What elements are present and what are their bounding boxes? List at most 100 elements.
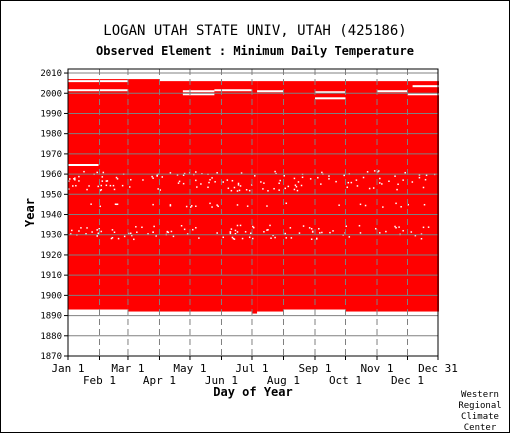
- missing-day: [231, 236, 234, 239]
- missing-day: [348, 236, 351, 238]
- missing-day: [402, 179, 404, 181]
- missing-day: [359, 203, 362, 206]
- missing-day: [141, 226, 143, 229]
- missing-day: [284, 187, 287, 190]
- missing-day: [131, 234, 133, 237]
- missing-day: [378, 170, 380, 172]
- y-axis-label: Year: [23, 198, 37, 227]
- missing-day: [177, 182, 180, 184]
- missing-day: [117, 237, 120, 240]
- missing-day: [425, 174, 428, 177]
- missing-day: [418, 176, 421, 179]
- missing-day: [263, 231, 265, 233]
- missing-day: [420, 233, 423, 235]
- missing-day: [75, 184, 77, 187]
- missing-day: [112, 184, 115, 187]
- missing-day: [121, 184, 124, 187]
- missing-day: [366, 171, 369, 173]
- missing-day: [70, 233, 72, 235]
- missing-day: [395, 202, 397, 205]
- missing-day: [98, 228, 100, 230]
- x-tick-label: Jan 1: [51, 362, 84, 375]
- missing-day: [195, 171, 197, 173]
- missing-day: [246, 205, 249, 207]
- missing-day: [237, 182, 240, 185]
- missing-day: [135, 226, 137, 228]
- missing-day: [249, 232, 252, 235]
- missing-period: [257, 90, 284, 93]
- missing-day: [88, 185, 90, 187]
- missing-day: [167, 231, 170, 234]
- missing-day: [316, 237, 318, 240]
- missing-day: [99, 189, 102, 192]
- missing-day: [262, 188, 264, 190]
- missing-day: [97, 232, 99, 235]
- missing-day: [244, 231, 247, 233]
- data-block: [127, 79, 160, 312]
- missing-day: [180, 224, 183, 227]
- missing-period: [315, 91, 346, 94]
- missing-day: [294, 184, 297, 186]
- missing-day: [96, 229, 98, 231]
- missing-day: [269, 224, 271, 227]
- missing-day: [374, 227, 377, 230]
- missing-day: [69, 178, 71, 180]
- missing-day: [359, 232, 362, 234]
- missing-day: [217, 205, 219, 208]
- missing-day: [195, 179, 197, 182]
- missing-day: [230, 228, 233, 230]
- missing-day: [267, 190, 269, 192]
- y-tick-label: 1920: [40, 251, 62, 261]
- missing-day: [338, 204, 340, 206]
- missing-day: [239, 224, 242, 227]
- missing-day: [396, 188, 398, 191]
- missing-day: [332, 230, 334, 232]
- missing-day: [114, 203, 117, 205]
- missing-day: [308, 227, 311, 229]
- x-tick-label: Dec 31: [418, 362, 458, 375]
- missing-day: [155, 235, 157, 237]
- missing-day: [183, 172, 186, 175]
- missing-day: [186, 233, 189, 235]
- missing-day: [379, 182, 381, 184]
- missing-day: [100, 189, 103, 191]
- data-block: [283, 81, 346, 310]
- missing-day: [106, 180, 109, 182]
- missing-day: [297, 181, 300, 183]
- missing-day: [343, 174, 345, 177]
- missing-day: [362, 176, 365, 179]
- x-tick-label: Jul 1: [235, 362, 268, 375]
- missing-day: [208, 181, 210, 184]
- missing-day: [427, 226, 430, 228]
- y-tick-label: 1880: [40, 332, 62, 342]
- missing-day: [152, 177, 154, 179]
- missing-day: [395, 226, 397, 229]
- credit-line: Regional: [458, 401, 502, 411]
- missing-day: [116, 203, 119, 206]
- x-tick-label: Sep 1: [298, 362, 331, 375]
- missing-day: [293, 177, 296, 180]
- x-tick-label: Aug 1: [267, 374, 300, 387]
- missing-day: [198, 237, 200, 239]
- missing-day: [111, 236, 114, 239]
- missing-period: [377, 90, 408, 93]
- y-tick-label: 1950: [40, 190, 62, 200]
- missing-day: [266, 205, 268, 207]
- missing-day: [335, 180, 337, 183]
- missing-day: [229, 232, 232, 235]
- chart-title: LOGAN UTAH STATE UNIV, UTAH (425186): [103, 23, 407, 39]
- missing-day: [195, 205, 197, 207]
- missing-period: [182, 90, 215, 93]
- missing-day: [234, 229, 237, 232]
- wrcc-credit: Western Regional Climate Center: [455, 390, 505, 432]
- missing-day: [397, 183, 399, 186]
- missing-day: [127, 232, 130, 235]
- missing-day: [329, 231, 331, 234]
- missing-day: [400, 206, 402, 208]
- missing-day: [80, 227, 82, 229]
- missing-day: [350, 181, 353, 184]
- missing-period: [182, 93, 215, 96]
- missing-period: [68, 164, 99, 167]
- missing-day: [115, 203, 118, 206]
